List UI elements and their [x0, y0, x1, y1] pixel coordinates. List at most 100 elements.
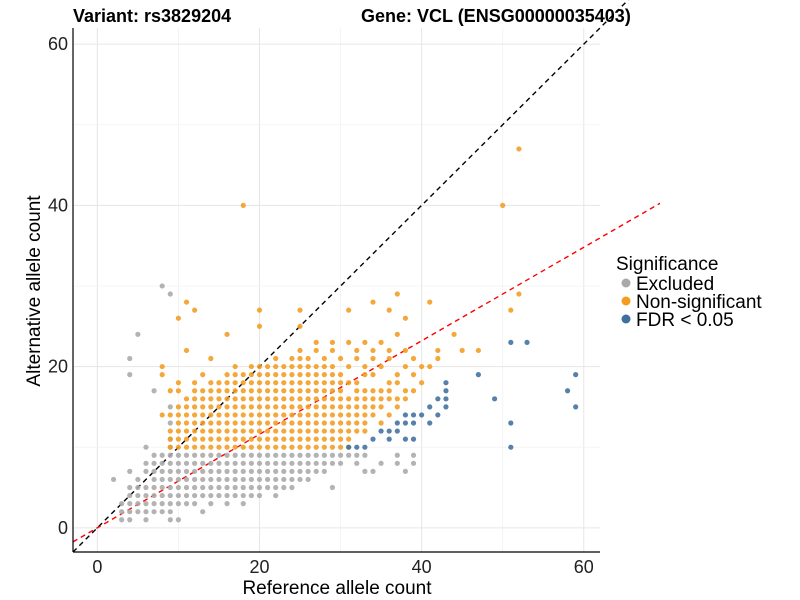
point-non-significant: [256, 428, 263, 434]
point-excluded: [159, 501, 165, 507]
point-non-significant: [240, 420, 246, 426]
legend-label: Excluded: [636, 274, 714, 295]
point-non-significant: [297, 307, 303, 313]
point-excluded: [167, 476, 173, 483]
point-non-significant: [232, 428, 238, 434]
point-excluded: [264, 468, 271, 474]
point-non-significant: [427, 299, 433, 305]
point-excluded: [394, 452, 400, 458]
point-non-significant: [256, 396, 263, 402]
point-excluded: [183, 484, 190, 491]
point-non-significant: [183, 420, 190, 426]
point-non-significant: [297, 372, 303, 378]
point-non-significant: [183, 428, 190, 434]
point-excluded: [305, 476, 311, 483]
point-non-significant: [183, 404, 190, 410]
point-non-significant: [175, 315, 181, 321]
point-non-significant: [305, 380, 311, 386]
point-non-significant: [200, 404, 206, 410]
point-non-significant: [216, 436, 222, 442]
point-non-significant: [329, 412, 336, 418]
point-excluded: [329, 460, 336, 466]
point-fdr-0-05: [402, 420, 409, 426]
point-non-significant: [289, 380, 295, 386]
point-non-significant: [175, 388, 181, 394]
point-non-significant: [273, 412, 279, 418]
point-non-significant: [321, 436, 327, 442]
point-excluded: [297, 452, 303, 458]
point-non-significant: [273, 363, 279, 370]
point-non-significant: [313, 380, 319, 386]
point-non-significant: [200, 396, 206, 402]
point-non-significant: [337, 412, 344, 418]
point-non-significant: [240, 444, 246, 450]
point-non-significant: [289, 436, 295, 442]
x-axis-title: Reference allele count: [242, 578, 432, 599]
point-excluded: [240, 476, 246, 483]
point-excluded: [151, 476, 157, 483]
point-fdr-0-05: [435, 412, 441, 418]
point-excluded: [224, 492, 230, 499]
point-excluded: [151, 492, 157, 499]
point-non-significant: [208, 388, 214, 394]
point-excluded: [167, 509, 173, 515]
point-excluded: [208, 452, 214, 458]
point-excluded: [313, 452, 319, 458]
point-non-significant: [264, 363, 271, 370]
point-non-significant: [281, 428, 287, 434]
point-non-significant: [224, 331, 230, 337]
point-non-significant: [297, 396, 303, 402]
point-non-significant: [175, 428, 181, 434]
point-fdr-0-05: [443, 396, 449, 402]
point-non-significant: [370, 412, 376, 418]
point-excluded: [313, 468, 319, 474]
point-non-significant: [354, 396, 360, 402]
point-excluded: [273, 452, 279, 458]
point-non-significant: [248, 444, 254, 450]
point-non-significant: [337, 355, 344, 362]
point-non-significant: [362, 339, 368, 345]
point-fdr-0-05: [492, 396, 498, 402]
point-non-significant: [232, 396, 238, 402]
point-non-significant: [192, 428, 198, 434]
point-excluded: [175, 492, 181, 499]
point-non-significant: [329, 428, 336, 434]
y-tick-label: 0: [58, 518, 68, 538]
point-fdr-0-05: [443, 388, 449, 394]
point-non-significant: [402, 388, 409, 394]
point-excluded: [289, 452, 295, 458]
point-non-significant: [281, 372, 287, 378]
point-non-significant: [224, 436, 230, 442]
point-excluded: [281, 476, 287, 483]
point-non-significant: [337, 436, 344, 442]
point-non-significant: [297, 404, 303, 410]
point-non-significant: [362, 372, 368, 378]
point-excluded: [167, 484, 173, 491]
point-excluded: [183, 492, 190, 499]
point-non-significant: [305, 372, 311, 378]
point-non-significant: [378, 396, 384, 402]
point-excluded: [151, 509, 157, 515]
point-excluded: [281, 452, 287, 458]
point-non-significant: [240, 412, 246, 418]
point-non-significant: [337, 380, 344, 386]
point-non-significant: [313, 420, 319, 426]
point-excluded: [264, 452, 271, 458]
point-excluded: [273, 484, 279, 491]
point-non-significant: [402, 363, 409, 370]
point-excluded: [143, 517, 149, 523]
point-excluded: [159, 468, 165, 474]
point-excluded: [175, 501, 181, 507]
point-non-significant: [232, 420, 238, 426]
point-non-significant: [248, 404, 254, 410]
point-non-significant: [337, 372, 344, 378]
point-non-significant: [337, 428, 344, 434]
point-excluded: [167, 501, 173, 507]
point-non-significant: [248, 396, 254, 402]
point-non-significant: [273, 380, 279, 386]
point-non-significant: [370, 396, 376, 402]
chart-title-gene: Gene: VCL (ENSG00000035403): [361, 6, 631, 26]
point-non-significant: [192, 396, 198, 402]
